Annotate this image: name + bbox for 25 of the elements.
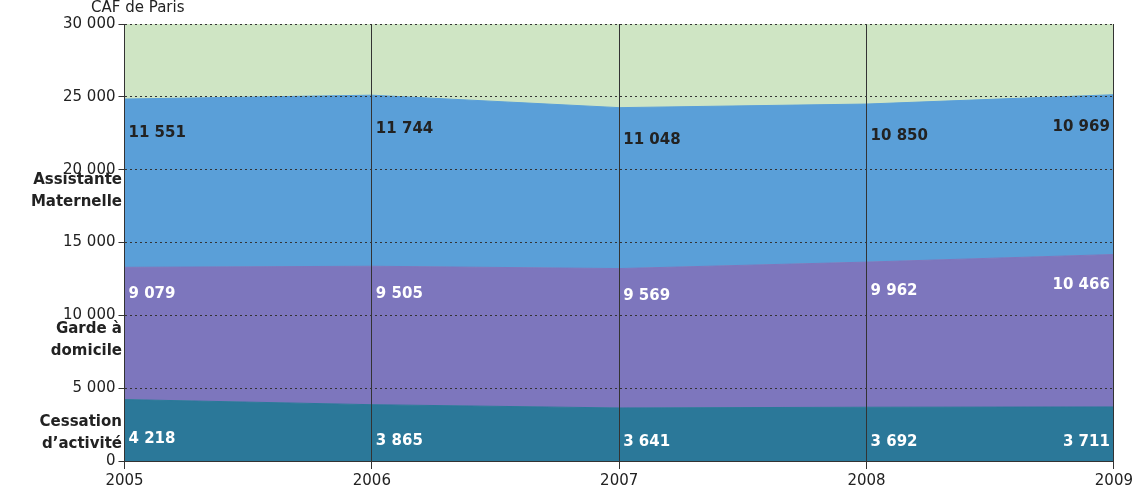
data-label: 3 641	[623, 432, 671, 451]
y-tick-label: 25 000	[62, 86, 116, 105]
data-label: 10 850	[870, 125, 928, 144]
data-label: 9 505	[375, 283, 423, 302]
data-label: 10 969	[1052, 116, 1110, 135]
data-label: 11 744	[375, 119, 434, 138]
x-tick-label: 2009	[1094, 470, 1134, 489]
y-tick-label: 0	[105, 450, 116, 469]
data-label: 3 865	[375, 431, 423, 450]
x-tick-label: 2005	[105, 470, 144, 489]
data-label: 9 569	[623, 286, 671, 305]
data-label: 4 218	[128, 429, 176, 448]
y-tick-label: 5 000	[72, 378, 116, 397]
data-label: 9 079	[128, 283, 176, 302]
data-label: 11 048	[623, 129, 681, 148]
data-label: 3 711	[1062, 431, 1110, 450]
data-label: 11 551	[128, 122, 186, 141]
y-tick-label: 15 000	[62, 232, 116, 251]
series-label: Cessation d’activité	[39, 412, 122, 453]
x-tick-label: 2008	[847, 470, 886, 489]
data-label: 9 962	[870, 281, 918, 300]
x-tick-label: 2006	[352, 470, 391, 489]
data-label: 3 692	[870, 432, 918, 451]
x-tick-label: 2007	[600, 470, 639, 489]
data-label: 10 466	[1052, 274, 1110, 293]
